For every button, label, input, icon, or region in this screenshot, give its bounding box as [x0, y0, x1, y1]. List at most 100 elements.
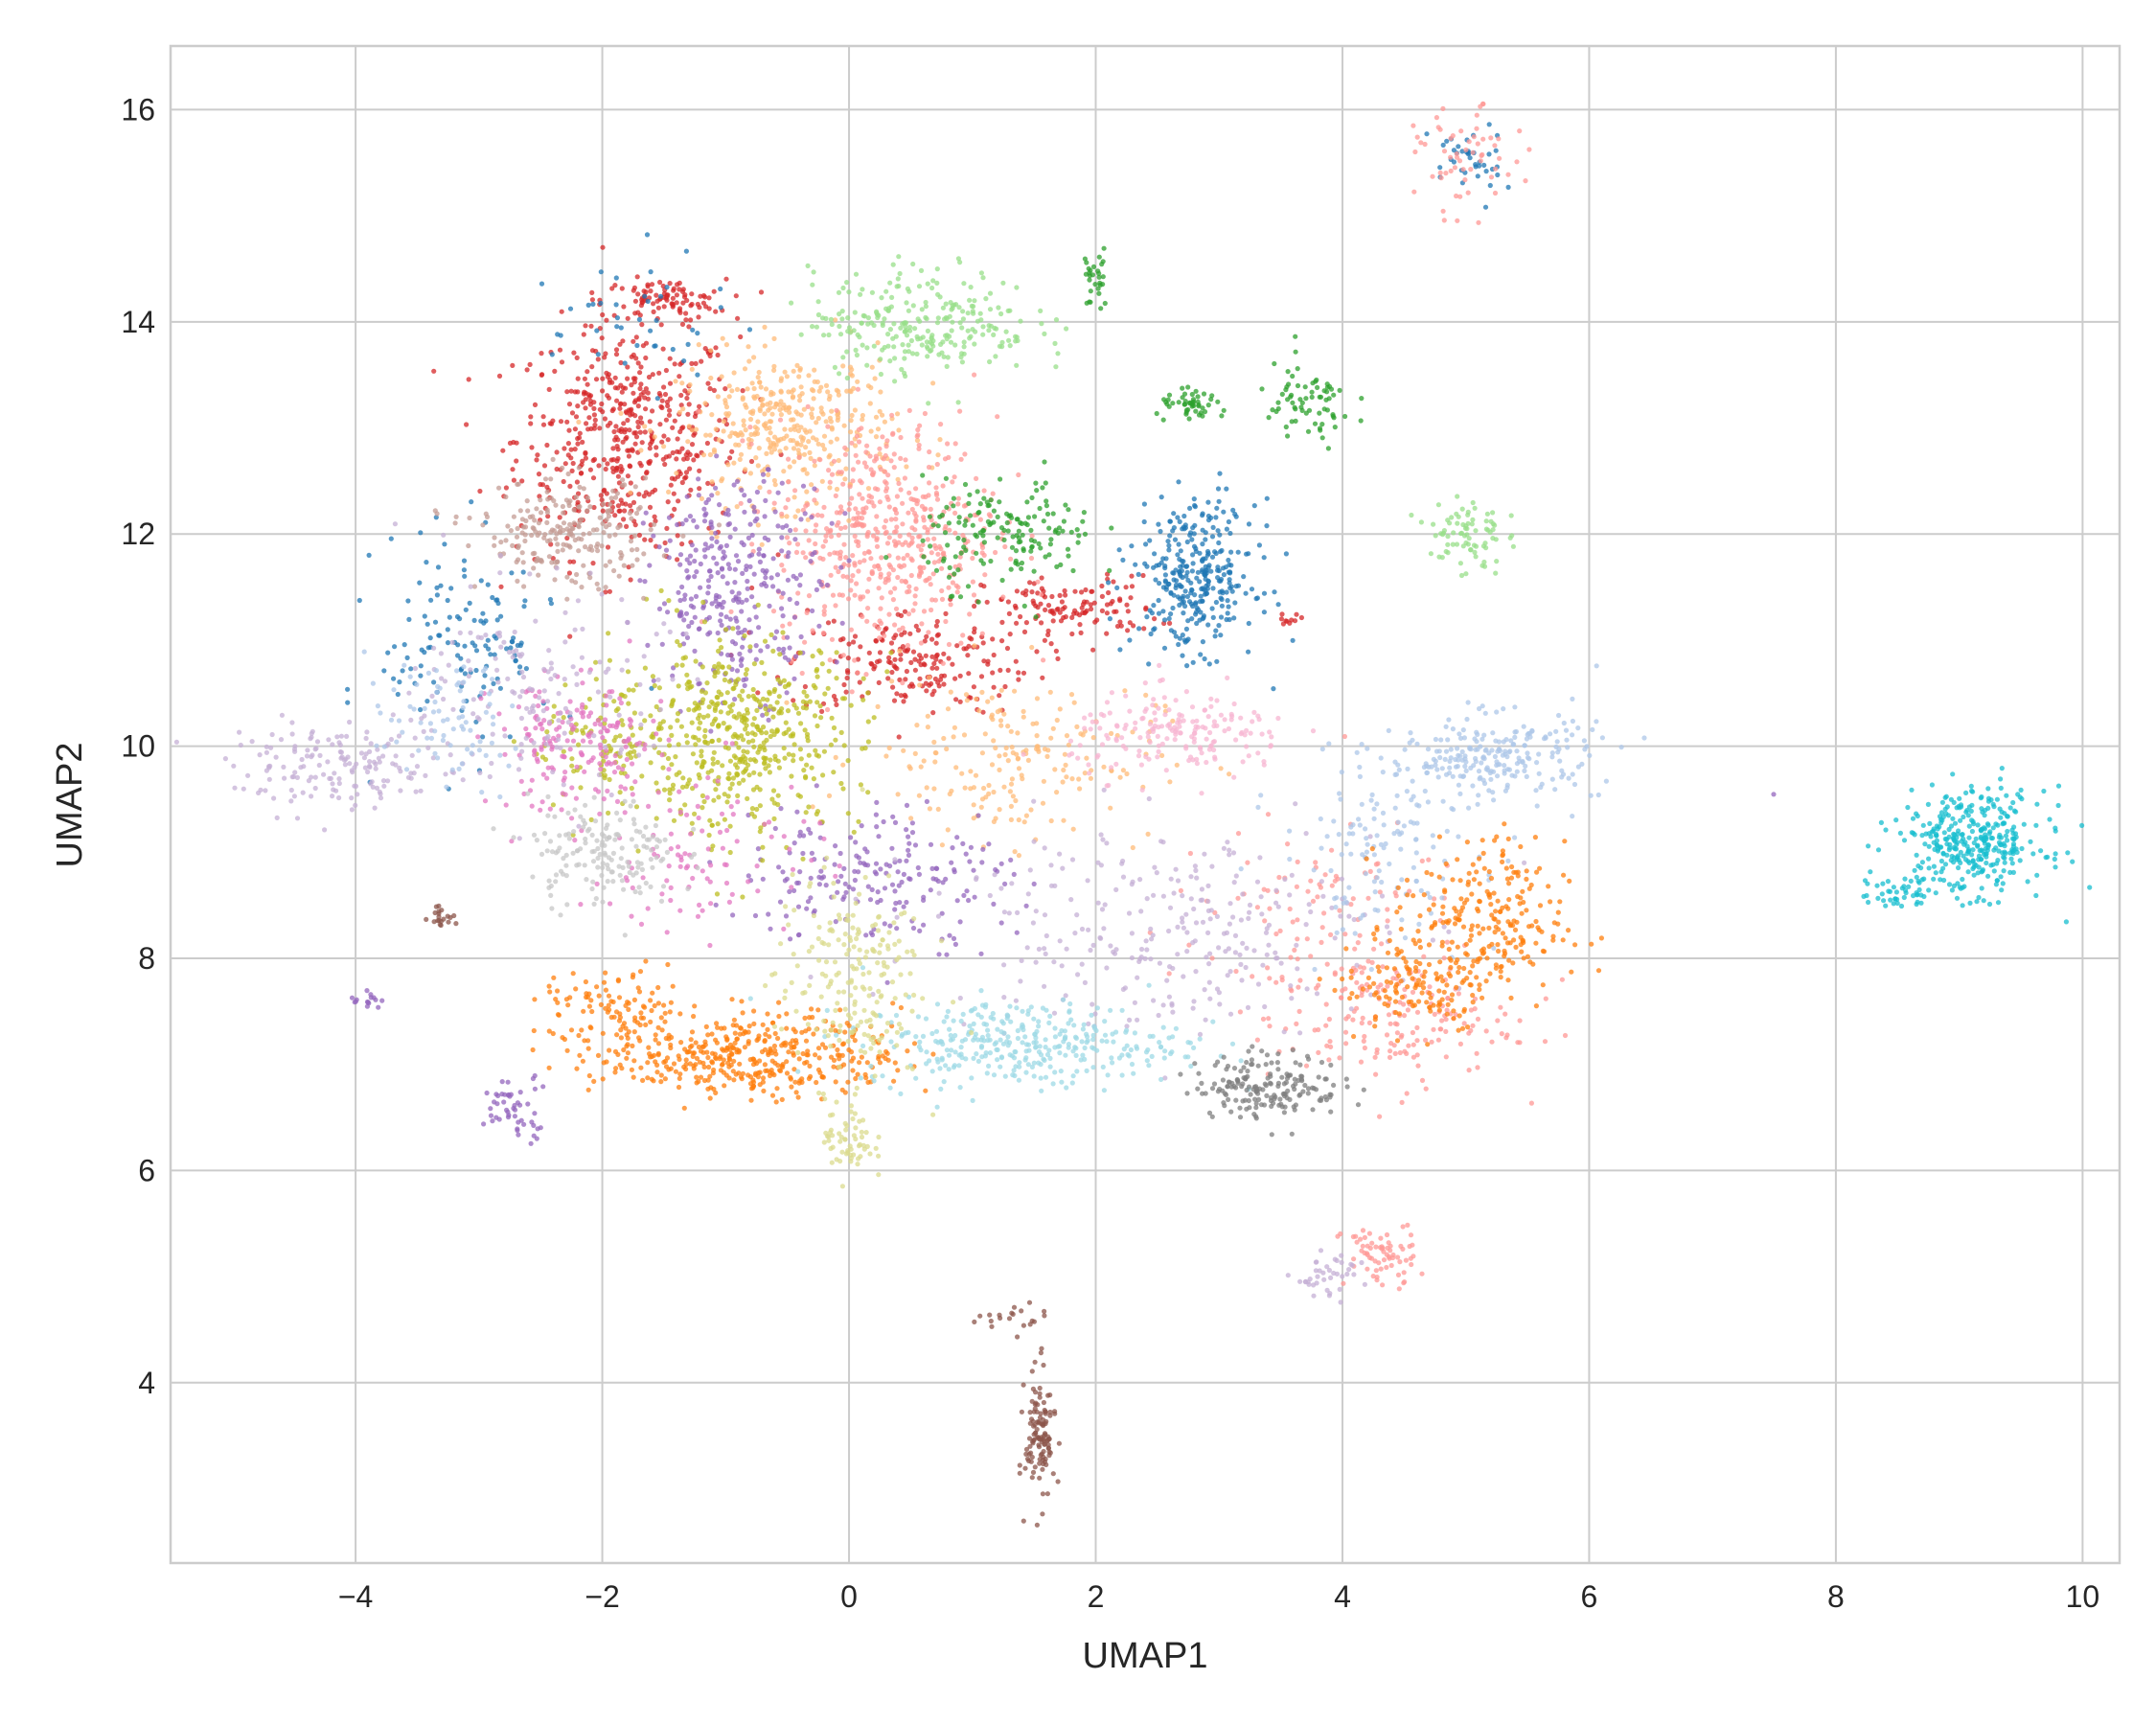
scatter-point [784, 876, 791, 882]
scatter-point [1295, 936, 1300, 942]
scatter-point [674, 608, 680, 613]
scatter-point [1002, 881, 1008, 887]
scatter-point [834, 650, 839, 656]
scatter-point [1466, 1068, 1472, 1073]
scatter-point [1471, 542, 1478, 548]
scatter-point [1156, 597, 1161, 604]
scatter-point [670, 304, 676, 310]
scatter-point [1152, 551, 1158, 557]
scatter-point [637, 578, 643, 584]
scatter-point [700, 793, 706, 799]
scatter-point [752, 518, 758, 524]
scatter-point [620, 722, 626, 727]
scatter-point [1090, 735, 1096, 741]
scatter-point [944, 746, 950, 752]
scatter-point [802, 683, 809, 690]
scatter-point [721, 428, 726, 434]
scatter-point [661, 384, 667, 390]
scatter-point [892, 819, 899, 826]
scatter-point [601, 725, 608, 731]
scatter-point [894, 691, 900, 697]
scatter-point [684, 494, 690, 499]
scatter-point [1266, 1016, 1272, 1022]
scatter-point [712, 673, 718, 679]
scatter-point [643, 355, 649, 361]
scatter-point [748, 458, 755, 465]
scatter-point [877, 446, 883, 451]
scatter-point [647, 563, 653, 568]
scatter-point [787, 464, 792, 470]
scatter-point [775, 523, 781, 529]
scatter-point [1005, 758, 1011, 764]
scatter-point [567, 747, 573, 752]
scatter-point [772, 825, 778, 832]
scatter-point [722, 745, 728, 750]
scatter-point [1190, 561, 1196, 566]
scatter-point [806, 826, 812, 833]
scatter-point [998, 525, 1005, 531]
scatter-point [573, 414, 580, 420]
cluster-12 [1154, 384, 1227, 423]
scatter-point [569, 756, 575, 762]
scatter-point [640, 520, 646, 526]
scatter-point [1330, 413, 1336, 419]
scatter-point [705, 632, 711, 637]
scatter-point [1029, 533, 1035, 539]
scatter-point [851, 829, 857, 835]
scatter-point [1177, 635, 1182, 641]
scatter-point [736, 711, 742, 717]
scatter-point [461, 558, 468, 564]
scatter-point [927, 514, 933, 519]
scatter-point [1303, 396, 1309, 402]
scatter-point [747, 409, 754, 415]
scatter-point [671, 817, 677, 823]
scatter-point [818, 715, 824, 721]
scatter-point [791, 676, 797, 681]
scatter-point [652, 434, 657, 440]
scatter-point [885, 332, 891, 337]
scatter-point [836, 457, 841, 464]
scatter-point [725, 507, 731, 513]
scatter-point [1323, 1023, 1329, 1028]
scatter-point [941, 735, 947, 742]
scatter-point [1219, 547, 1225, 554]
scatter-point [860, 506, 866, 512]
scatter-point [1375, 984, 1381, 990]
scatter-point [620, 767, 626, 772]
scatter-point [1486, 122, 1492, 127]
scatter-point [1470, 1023, 1476, 1028]
scatter-point [998, 667, 1003, 674]
scatter-point [781, 746, 787, 751]
scatter-point [1259, 386, 1265, 392]
scatter-point [408, 666, 414, 672]
scatter-point [897, 563, 903, 569]
scatter-point [925, 527, 930, 533]
scatter-point [627, 427, 632, 433]
scatter-point [745, 706, 750, 713]
scatter-point [1273, 979, 1279, 985]
scatter-point [1038, 601, 1044, 607]
cluster-16 [345, 499, 654, 792]
scatter-point [570, 525, 576, 532]
scatter-point [385, 650, 391, 656]
scatter-point [725, 521, 731, 528]
scatter-point [1415, 1063, 1421, 1069]
scatter-point [788, 936, 793, 942]
scatter-point [814, 379, 820, 385]
scatter-point [618, 325, 624, 331]
scatter-point [650, 372, 655, 378]
scatter-point [1180, 600, 1185, 606]
scatter-point [878, 866, 883, 872]
scatter-point [813, 540, 818, 547]
scatter-point [658, 322, 664, 328]
scatter-point [895, 574, 901, 581]
scatter-point [1014, 620, 1020, 626]
scatter-point [961, 544, 967, 550]
scatter-point [888, 517, 894, 522]
scatter-point [1204, 583, 1209, 589]
scatter-point [1543, 996, 1548, 1001]
scatter-point [683, 610, 690, 616]
scatter-point [779, 594, 785, 600]
scatter-point [882, 632, 887, 639]
scatter-point [798, 332, 804, 337]
